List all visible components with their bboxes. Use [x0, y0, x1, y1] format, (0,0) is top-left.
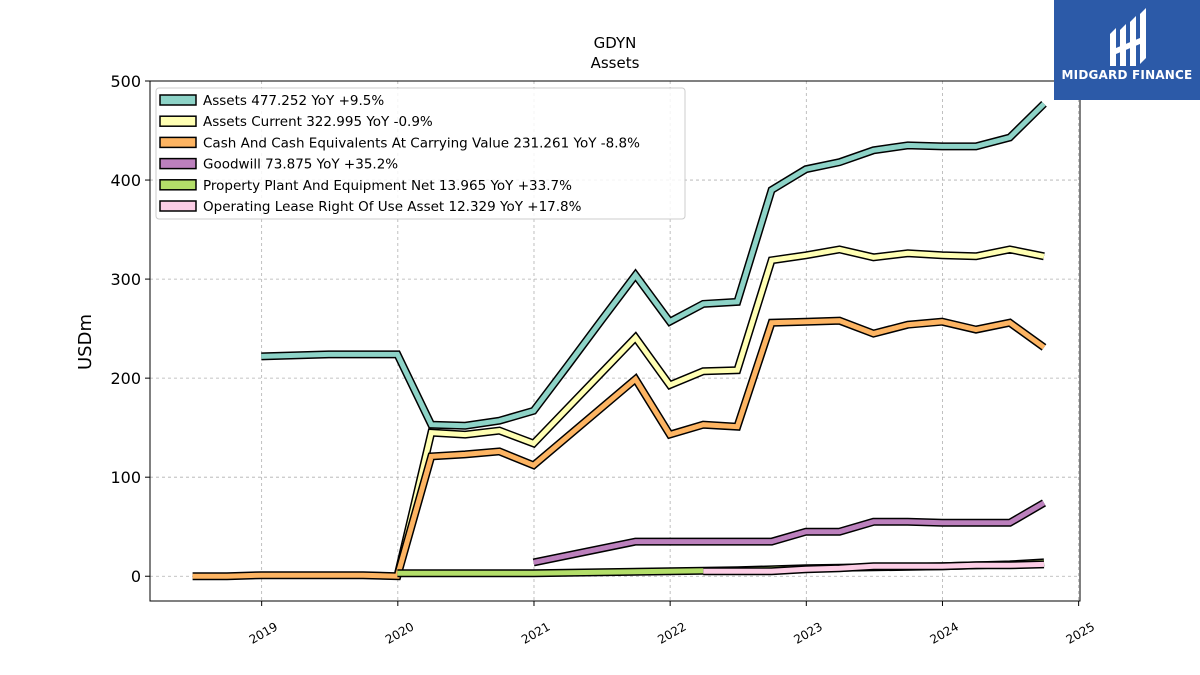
- series-line: [533, 500, 1046, 565]
- chart-title: GDYN: [594, 34, 637, 52]
- brand-logo-badge: MIDGARD FINANCE: [1054, 0, 1200, 100]
- midgard-logo-icon: [1110, 8, 1146, 66]
- legend-entry: Cash And Cash Equivalents At Carrying Va…: [203, 135, 640, 151]
- series-outline: [393, 245, 1045, 578]
- legend-entry: Assets 477.252 YoY +9.5%: [203, 93, 384, 109]
- legend-swatch: [159, 157, 197, 170]
- x-tick-label: 2019: [247, 619, 280, 646]
- plot-frame: [149, 80, 1081, 602]
- x-tick-label: 2022: [655, 619, 688, 646]
- y-tick-label: 100: [110, 468, 141, 487]
- series-line: [394, 246, 1045, 577]
- series-lines: [192, 100, 1047, 581]
- y-tick-label: 0: [131, 567, 141, 586]
- legend-entry: Operating Lease Right Of Use Asset 12.32…: [203, 199, 582, 215]
- legend: Assets 477.252 YoY +9.5% Assets Current 3…: [155, 87, 686, 220]
- legend-box: [155, 87, 686, 220]
- legend-entry: Property Plant And Equipment Net 13.965 …: [203, 178, 572, 194]
- series-line: [192, 318, 1046, 579]
- series-line: [703, 561, 1045, 574]
- brand-name: MIDGARD FINANCE: [1061, 68, 1193, 82]
- x-tick-label: 2024: [928, 619, 961, 646]
- legend-swatch: [159, 94, 197, 106]
- legend-swatch: [159, 115, 197, 127]
- y-tick-label: 300: [110, 270, 141, 289]
- x-tick-label: 2020: [383, 619, 416, 646]
- legend-swatch: [159, 136, 197, 149]
- legend-entry: Goodwill 73.875 YoY +35.2%: [203, 157, 398, 173]
- x-tick-label: 2021: [519, 619, 552, 646]
- legend-swatch: [159, 200, 197, 212]
- series-outline: [532, 499, 1047, 567]
- legend-swatch: [159, 179, 197, 191]
- y-tick-label: 500: [110, 72, 141, 91]
- y-tick-label: 400: [110, 171, 141, 190]
- chart-subtitle: Assets: [591, 54, 640, 72]
- x-tick-label: 2025: [1064, 619, 1097, 646]
- x-tick-label: 2023: [791, 619, 824, 646]
- y-axis-label: USDm: [75, 314, 96, 370]
- y-tick-label: 200: [110, 369, 141, 388]
- legend-entry: Assets Current 322.995 YoY -0.9%: [203, 114, 433, 130]
- series-line: [261, 102, 1046, 429]
